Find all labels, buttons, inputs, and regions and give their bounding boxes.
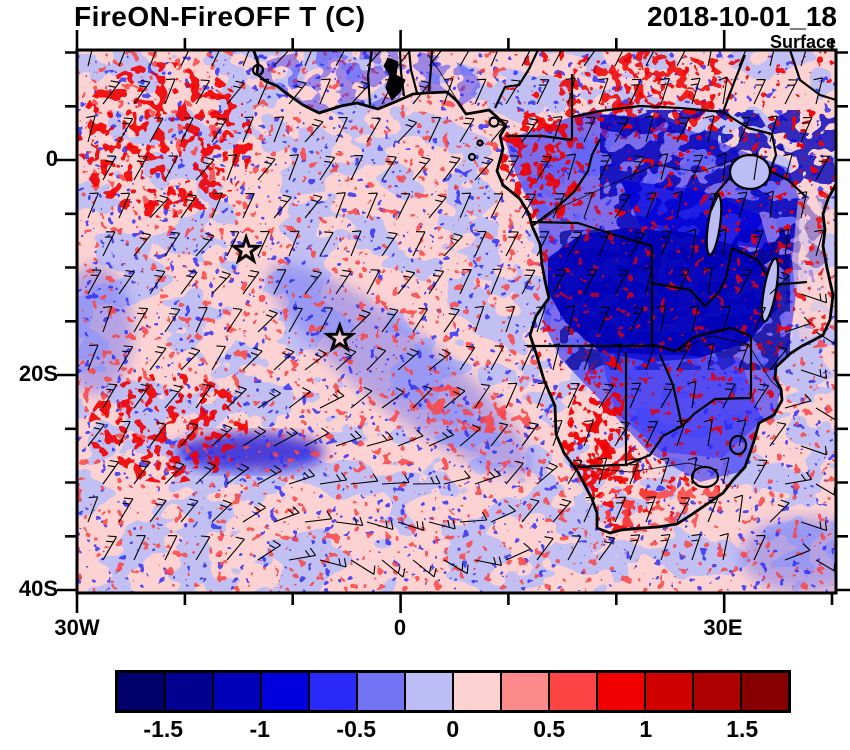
- bioko-island: [488, 116, 500, 128]
- x-tick-label-30w: 30W: [54, 615, 100, 640]
- colorbar-segment: [646, 673, 694, 710]
- y-tick-label-0: 0: [45, 146, 58, 171]
- colorbar-tick-label: -0.5: [336, 716, 377, 742]
- level-label: Surface: [769, 32, 836, 52]
- axis-ticks: [57, 30, 850, 613]
- colorbar-segment: [406, 673, 454, 710]
- wind-barbs: [86, 50, 836, 578]
- star-markers: [229, 232, 357, 353]
- lake-malawi: [760, 257, 780, 323]
- colorbar-segment: [550, 673, 598, 710]
- y-tick-label-40s: 40S: [18, 576, 58, 601]
- plot-frame: [75, 48, 838, 595]
- lake-victoria: [728, 153, 772, 191]
- x-tick-label-0: 0: [393, 615, 407, 640]
- colorbar-segment: [262, 673, 310, 710]
- colorbar-segment: [742, 673, 788, 710]
- colorbar-tick-label: -1.5: [143, 716, 184, 742]
- coastline-path: [252, 50, 836, 535]
- colorbar: [115, 670, 791, 713]
- colorbar-segment: [598, 673, 646, 710]
- page-title: FireON-FireOFF T (C): [74, 1, 366, 32]
- colorbar-segment: [502, 673, 550, 710]
- colorbar-segment: [214, 673, 262, 710]
- star-marker-2: [323, 320, 357, 353]
- colorbar-segment: [118, 673, 166, 710]
- colorbar-segment: [358, 673, 406, 710]
- colorbar-segment: [310, 673, 358, 710]
- colorbar-tick-label: 0: [446, 716, 460, 742]
- y-tick-label-20s: 20S: [18, 361, 58, 386]
- colorbar-tick-label: 1: [639, 716, 653, 742]
- sao-tome-island: [467, 152, 477, 162]
- colorbar-segment: [694, 673, 742, 710]
- colorbar-segment: [166, 673, 214, 710]
- colorbar-tick-label: 0.5: [533, 716, 566, 742]
- colorbar-segment: [454, 673, 502, 710]
- timestamp-label: 2018-10-01_18: [647, 1, 837, 32]
- colorbar-tick-label: -1: [249, 716, 270, 742]
- colorbar-tick-label: 1.5: [726, 716, 759, 742]
- star-marker-1: [229, 232, 263, 265]
- x-tick-label-30e: 30E: [703, 615, 743, 640]
